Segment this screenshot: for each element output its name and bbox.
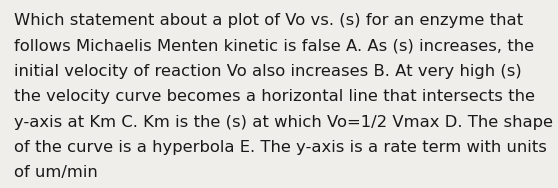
Text: y-axis at Km C. Km is the (s) at which Vo=1/2 Vmax D. The shape: y-axis at Km C. Km is the (s) at which V… xyxy=(14,115,553,130)
Text: of um/min: of um/min xyxy=(14,165,98,180)
Text: initial velocity of reaction Vo also increases B. At very high (s): initial velocity of reaction Vo also inc… xyxy=(14,64,522,79)
Text: of the curve is a hyperbola E. The y-axis is a rate term with units: of the curve is a hyperbola E. The y-axi… xyxy=(14,140,547,155)
Text: follows Michaelis Menten kinetic is false A. As (s) increases, the: follows Michaelis Menten kinetic is fals… xyxy=(14,39,534,54)
Text: the velocity curve becomes a horizontal line that intersects the: the velocity curve becomes a horizontal … xyxy=(14,89,535,104)
Text: Which statement about a plot of Vo vs. (s) for an enzyme that: Which statement about a plot of Vo vs. (… xyxy=(14,13,523,28)
